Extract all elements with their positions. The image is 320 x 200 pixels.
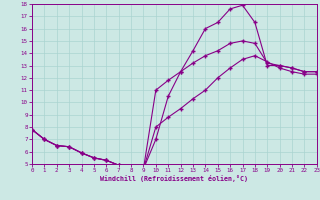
X-axis label: Windchill (Refroidissement éolien,°C): Windchill (Refroidissement éolien,°C) xyxy=(100,175,248,182)
